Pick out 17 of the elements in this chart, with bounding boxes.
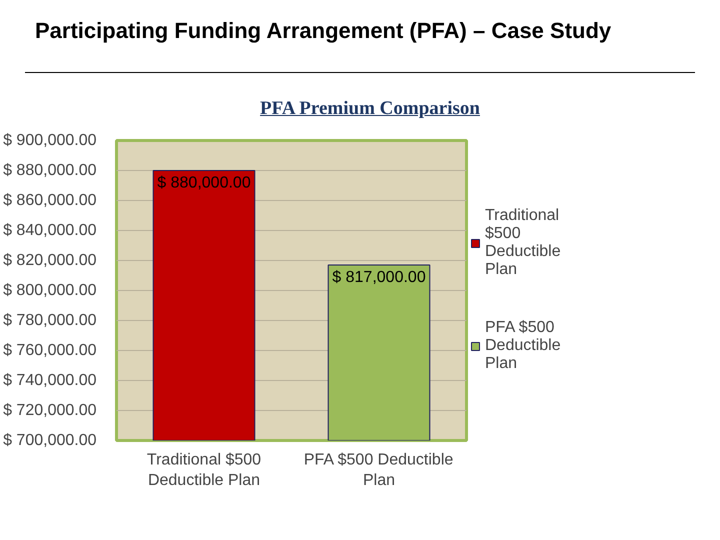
- y-tick-label: $ 720,000.00: [3, 402, 97, 419]
- chart-subtitle: PFA Premium Comparison: [259, 97, 481, 121]
- legend-label: PFA $500 Deductible Plan: [485, 319, 561, 373]
- y-tick-label: $ 800,000.00: [3, 282, 97, 299]
- y-tick-label: $ 820,000.00: [3, 252, 97, 269]
- y-tick-label: $ 840,000.00: [3, 222, 97, 239]
- y-tick-label: $ 760,000.00: [3, 342, 97, 359]
- data-label: $ 880,000.00: [157, 174, 251, 192]
- y-tick-label: $ 900,000.00: [3, 132, 97, 149]
- data-label: $ 817,000.00: [332, 269, 426, 286]
- y-tick-label: $ 880,000.00: [3, 162, 97, 179]
- y-tick-label: $ 860,000.00: [3, 192, 97, 209]
- y-tick-label: $ 700,000.00: [3, 432, 97, 449]
- legend-label: Traditional $500 Deductible Plan: [485, 207, 561, 279]
- y-tick-label: $ 740,000.00: [3, 372, 97, 389]
- chart-title: Participating Funding Arrangement (PFA) – Case Study: [34, 17, 612, 45]
- y-tick-label: $ 780,000.00: [3, 312, 97, 329]
